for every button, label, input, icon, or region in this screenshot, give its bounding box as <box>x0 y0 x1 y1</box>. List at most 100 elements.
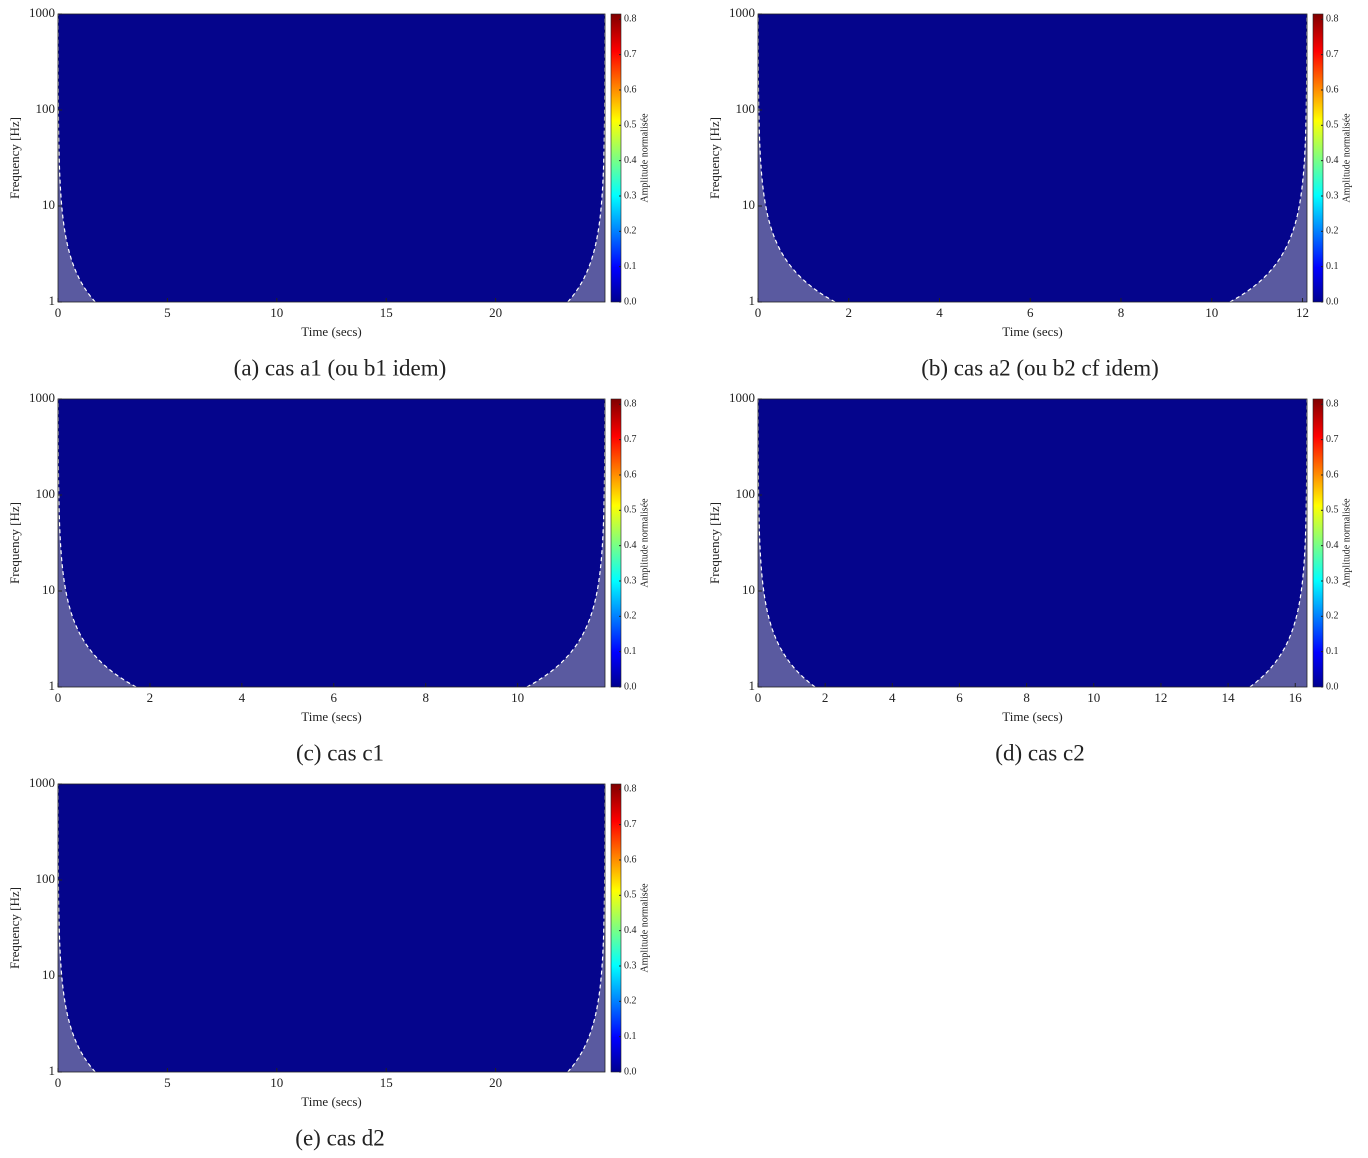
caption: (d) cas c2 <box>995 740 1084 765</box>
y-axis-label: Frequency [Hz] <box>7 502 22 584</box>
colorbar-tick-label: 0.7 <box>1326 434 1339 445</box>
x-tick-label: 0 <box>755 305 762 320</box>
plot-frame <box>57 13 606 303</box>
colorbar-label: Amplitude normalisée <box>639 113 650 203</box>
colorbar-tick-label: 0.1 <box>624 646 637 657</box>
cone-of-influence <box>567 14 605 302</box>
colorbar-tick-label: 0.2 <box>1326 226 1339 237</box>
x-tick-label: 5 <box>164 1075 171 1090</box>
colorbar-label: Amplitude normalisée <box>1341 498 1352 588</box>
colorbar-tick-label: 0.3 <box>1326 575 1339 586</box>
colorbar-tick-label: 0.4 <box>624 540 637 551</box>
x-tick-label: 12 <box>1154 690 1167 705</box>
colorbar-label: Amplitude normalisée <box>639 498 650 588</box>
plot-frame <box>57 398 606 688</box>
scalogram-background <box>758 14 1307 302</box>
caption: (c) cas c1 <box>296 740 384 765</box>
x-tick-label: 6 <box>956 690 963 705</box>
colorbar-tick-label: 0.5 <box>1326 120 1339 131</box>
y-tick-label: 1 <box>749 293 756 308</box>
caption: (a) cas a1 (ou b1 idem) <box>234 355 447 380</box>
colorbar-tick-label: 0.6 <box>624 469 637 480</box>
colorbar-tick-label: 0.8 <box>1326 399 1339 410</box>
x-tick-label: 15 <box>380 305 393 320</box>
scalogram-background <box>58 784 605 1072</box>
colorbar-tick-label: 0.7 <box>624 819 637 830</box>
plot-frame <box>757 398 1308 688</box>
y-tick-label: 100 <box>736 486 756 501</box>
colorbar-tick-label: 0.4 <box>624 155 637 166</box>
x-tick-label: 0 <box>755 690 762 705</box>
x-tick-label: 2 <box>822 690 829 705</box>
x-tick-label: 4 <box>936 305 943 320</box>
colorbar-tick-label: 0.2 <box>624 996 637 1007</box>
colorbar-tick-label: 0.2 <box>1326 611 1339 622</box>
colorbar-tick-label: 0.1 <box>1326 646 1339 657</box>
scalogram-background <box>58 14 605 302</box>
y-tick-label: 1000 <box>29 775 55 790</box>
colorbar-tick-label: 0.6 <box>624 854 637 865</box>
colorbar-tick-label: 0.2 <box>624 226 637 237</box>
y-tick-label: 10 <box>42 582 55 597</box>
colorbar-tick-label: 0.4 <box>624 925 637 936</box>
y-tick-label: 1 <box>49 678 56 693</box>
x-tick-label: 8 <box>1118 305 1125 320</box>
y-tick-label: 1 <box>49 293 56 308</box>
y-tick-label: 10 <box>42 967 55 982</box>
x-tick-label: 6 <box>331 690 338 705</box>
x-tick-label: 4 <box>889 690 896 705</box>
y-tick-label: 100 <box>736 101 756 116</box>
colorbar-tick-label: 0.0 <box>624 296 637 307</box>
y-tick-label: 1000 <box>729 5 755 20</box>
x-tick-label: 10 <box>1087 690 1100 705</box>
cone-of-influence <box>1249 399 1307 687</box>
x-tick-label: 10 <box>270 305 283 320</box>
colorbar-tick-label: 0.1 <box>624 1031 637 1042</box>
colorbar-tick-label: 0.7 <box>1326 49 1339 60</box>
colorbar-tick-label: 0.0 <box>1326 681 1339 692</box>
x-tick-label: 8 <box>1023 690 1030 705</box>
colorbar-tick-label: 0.5 <box>624 120 637 131</box>
x-tick-label: 20 <box>489 1075 502 1090</box>
x-tick-label: 16 <box>1289 690 1303 705</box>
colorbar-tick-label: 0.7 <box>624 49 637 60</box>
y-tick-label: 1000 <box>729 390 755 405</box>
cone-of-influence <box>58 399 137 687</box>
y-tick-label: 10 <box>742 582 755 597</box>
colorbar-tick-label: 0.5 <box>624 890 637 901</box>
colorbar <box>1312 13 1324 303</box>
colorbar-tick-label: 0.0 <box>1326 296 1339 307</box>
y-tick-label: 1 <box>49 1063 56 1078</box>
colorbar-tick-label: 0.3 <box>624 960 637 971</box>
y-tick-label: 10 <box>742 197 755 212</box>
colorbar-tick-label: 0.6 <box>1326 469 1339 480</box>
colorbar <box>610 13 622 303</box>
caption: (e) cas d2 <box>295 1125 384 1150</box>
x-tick-label: 0 <box>55 690 62 705</box>
colorbar-tick-label: 0.8 <box>624 14 637 25</box>
x-tick-label: 10 <box>511 690 524 705</box>
colorbar <box>1312 398 1324 688</box>
colorbar-tick-label: 0.7 <box>624 434 637 445</box>
cone-of-influence <box>1229 14 1307 302</box>
colorbar-tick-label: 0.0 <box>624 681 637 692</box>
colorbar-tick-label: 0.2 <box>624 611 637 622</box>
y-tick-label: 1000 <box>29 5 55 20</box>
colorbar-label: Amplitude normalisée <box>639 883 650 973</box>
colorbar <box>610 783 622 1073</box>
cone-of-influence <box>58 14 96 302</box>
colorbar-tick-label: 0.4 <box>1326 155 1339 166</box>
x-axis-label: Time (secs) <box>301 324 362 339</box>
colorbar <box>610 398 622 688</box>
colorbar-tick-label: 0.0 <box>624 1066 637 1077</box>
x-axis-label: Time (secs) <box>1002 709 1063 724</box>
x-tick-label: 5 <box>164 305 171 320</box>
x-tick-label: 4 <box>239 690 246 705</box>
scalogram-background <box>758 399 1307 687</box>
colorbar-tick-label: 0.3 <box>1326 190 1339 201</box>
colorbar-tick-label: 0.8 <box>1326 14 1339 25</box>
caption: (b) cas a2 (ou b2 cf idem) <box>921 355 1159 380</box>
colorbar-tick-label: 0.8 <box>624 784 637 795</box>
cone-of-influence <box>526 399 605 687</box>
